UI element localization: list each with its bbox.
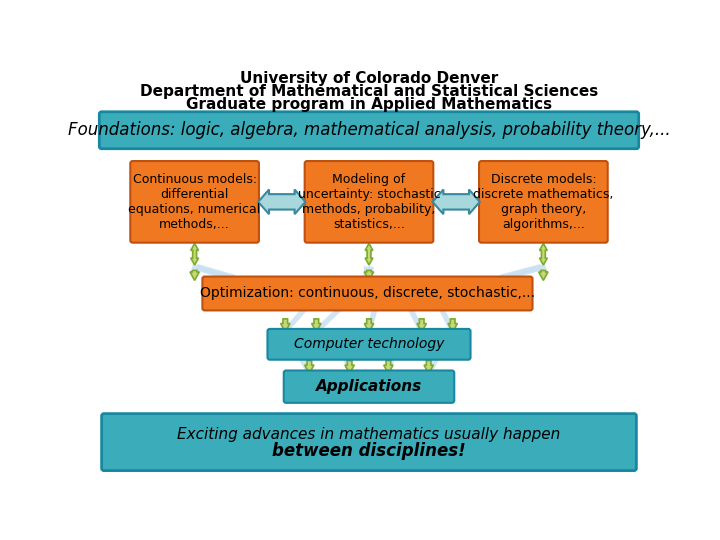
FancyBboxPatch shape	[479, 161, 608, 242]
Polygon shape	[424, 361, 433, 374]
FancyBboxPatch shape	[267, 329, 471, 360]
Polygon shape	[366, 307, 378, 332]
Polygon shape	[539, 244, 547, 265]
Text: University of Colorado Denver: University of Colorado Denver	[240, 71, 498, 86]
Polygon shape	[438, 307, 455, 333]
Polygon shape	[408, 307, 424, 333]
Polygon shape	[506, 264, 546, 280]
Text: Optimization: continuous, discrete, stochastic,...: Optimization: continuous, discrete, stoc…	[200, 287, 535, 300]
Text: Discrete models:
discrete mathematics,
graph theory,
algorithms,...: Discrete models: discrete mathematics, g…	[473, 173, 613, 231]
Polygon shape	[315, 306, 342, 333]
Text: between disciplines!: between disciplines!	[272, 442, 466, 460]
Text: Department of Mathematical and Statistical Sciences: Department of Mathematical and Statistic…	[140, 84, 598, 99]
FancyBboxPatch shape	[102, 414, 636, 470]
Polygon shape	[298, 356, 312, 374]
Polygon shape	[365, 244, 373, 265]
Polygon shape	[196, 264, 235, 280]
Polygon shape	[426, 356, 440, 374]
Polygon shape	[448, 319, 457, 332]
Polygon shape	[417, 319, 426, 332]
Polygon shape	[305, 361, 314, 374]
Text: Computer technology: Computer technology	[294, 338, 444, 352]
FancyBboxPatch shape	[284, 370, 454, 403]
Polygon shape	[364, 271, 374, 280]
FancyBboxPatch shape	[305, 161, 433, 242]
Polygon shape	[363, 266, 369, 278]
Polygon shape	[433, 190, 480, 214]
Polygon shape	[366, 266, 374, 278]
Polygon shape	[281, 319, 290, 332]
Polygon shape	[312, 319, 321, 332]
Polygon shape	[258, 190, 305, 214]
Polygon shape	[191, 244, 199, 265]
FancyBboxPatch shape	[130, 161, 259, 242]
Polygon shape	[364, 319, 374, 332]
FancyBboxPatch shape	[99, 112, 639, 149]
Polygon shape	[386, 357, 395, 374]
Text: Continuous models:
differential
equations, numerical
methods,...: Continuous models: differential equation…	[128, 173, 261, 231]
Polygon shape	[343, 357, 352, 374]
Polygon shape	[283, 306, 307, 333]
Text: Graduate program in Applied Mathematics: Graduate program in Applied Mathematics	[186, 97, 552, 112]
Text: Exciting advances in mathematics usually happen: Exciting advances in mathematics usually…	[177, 427, 561, 442]
Text: Modeling of
uncertainty: stochastic
methods, probability,
statistics,...: Modeling of uncertainty: stochastic meth…	[297, 173, 441, 231]
Text: Foundations: logic, algebra, mathematical analysis, probability theory,...: Foundations: logic, algebra, mathematica…	[68, 122, 670, 139]
Polygon shape	[192, 264, 229, 280]
FancyBboxPatch shape	[202, 276, 533, 310]
Polygon shape	[500, 264, 541, 280]
Polygon shape	[345, 361, 354, 374]
Polygon shape	[190, 271, 199, 280]
Polygon shape	[384, 361, 393, 374]
Polygon shape	[539, 271, 548, 280]
Text: Applications: Applications	[316, 379, 422, 394]
